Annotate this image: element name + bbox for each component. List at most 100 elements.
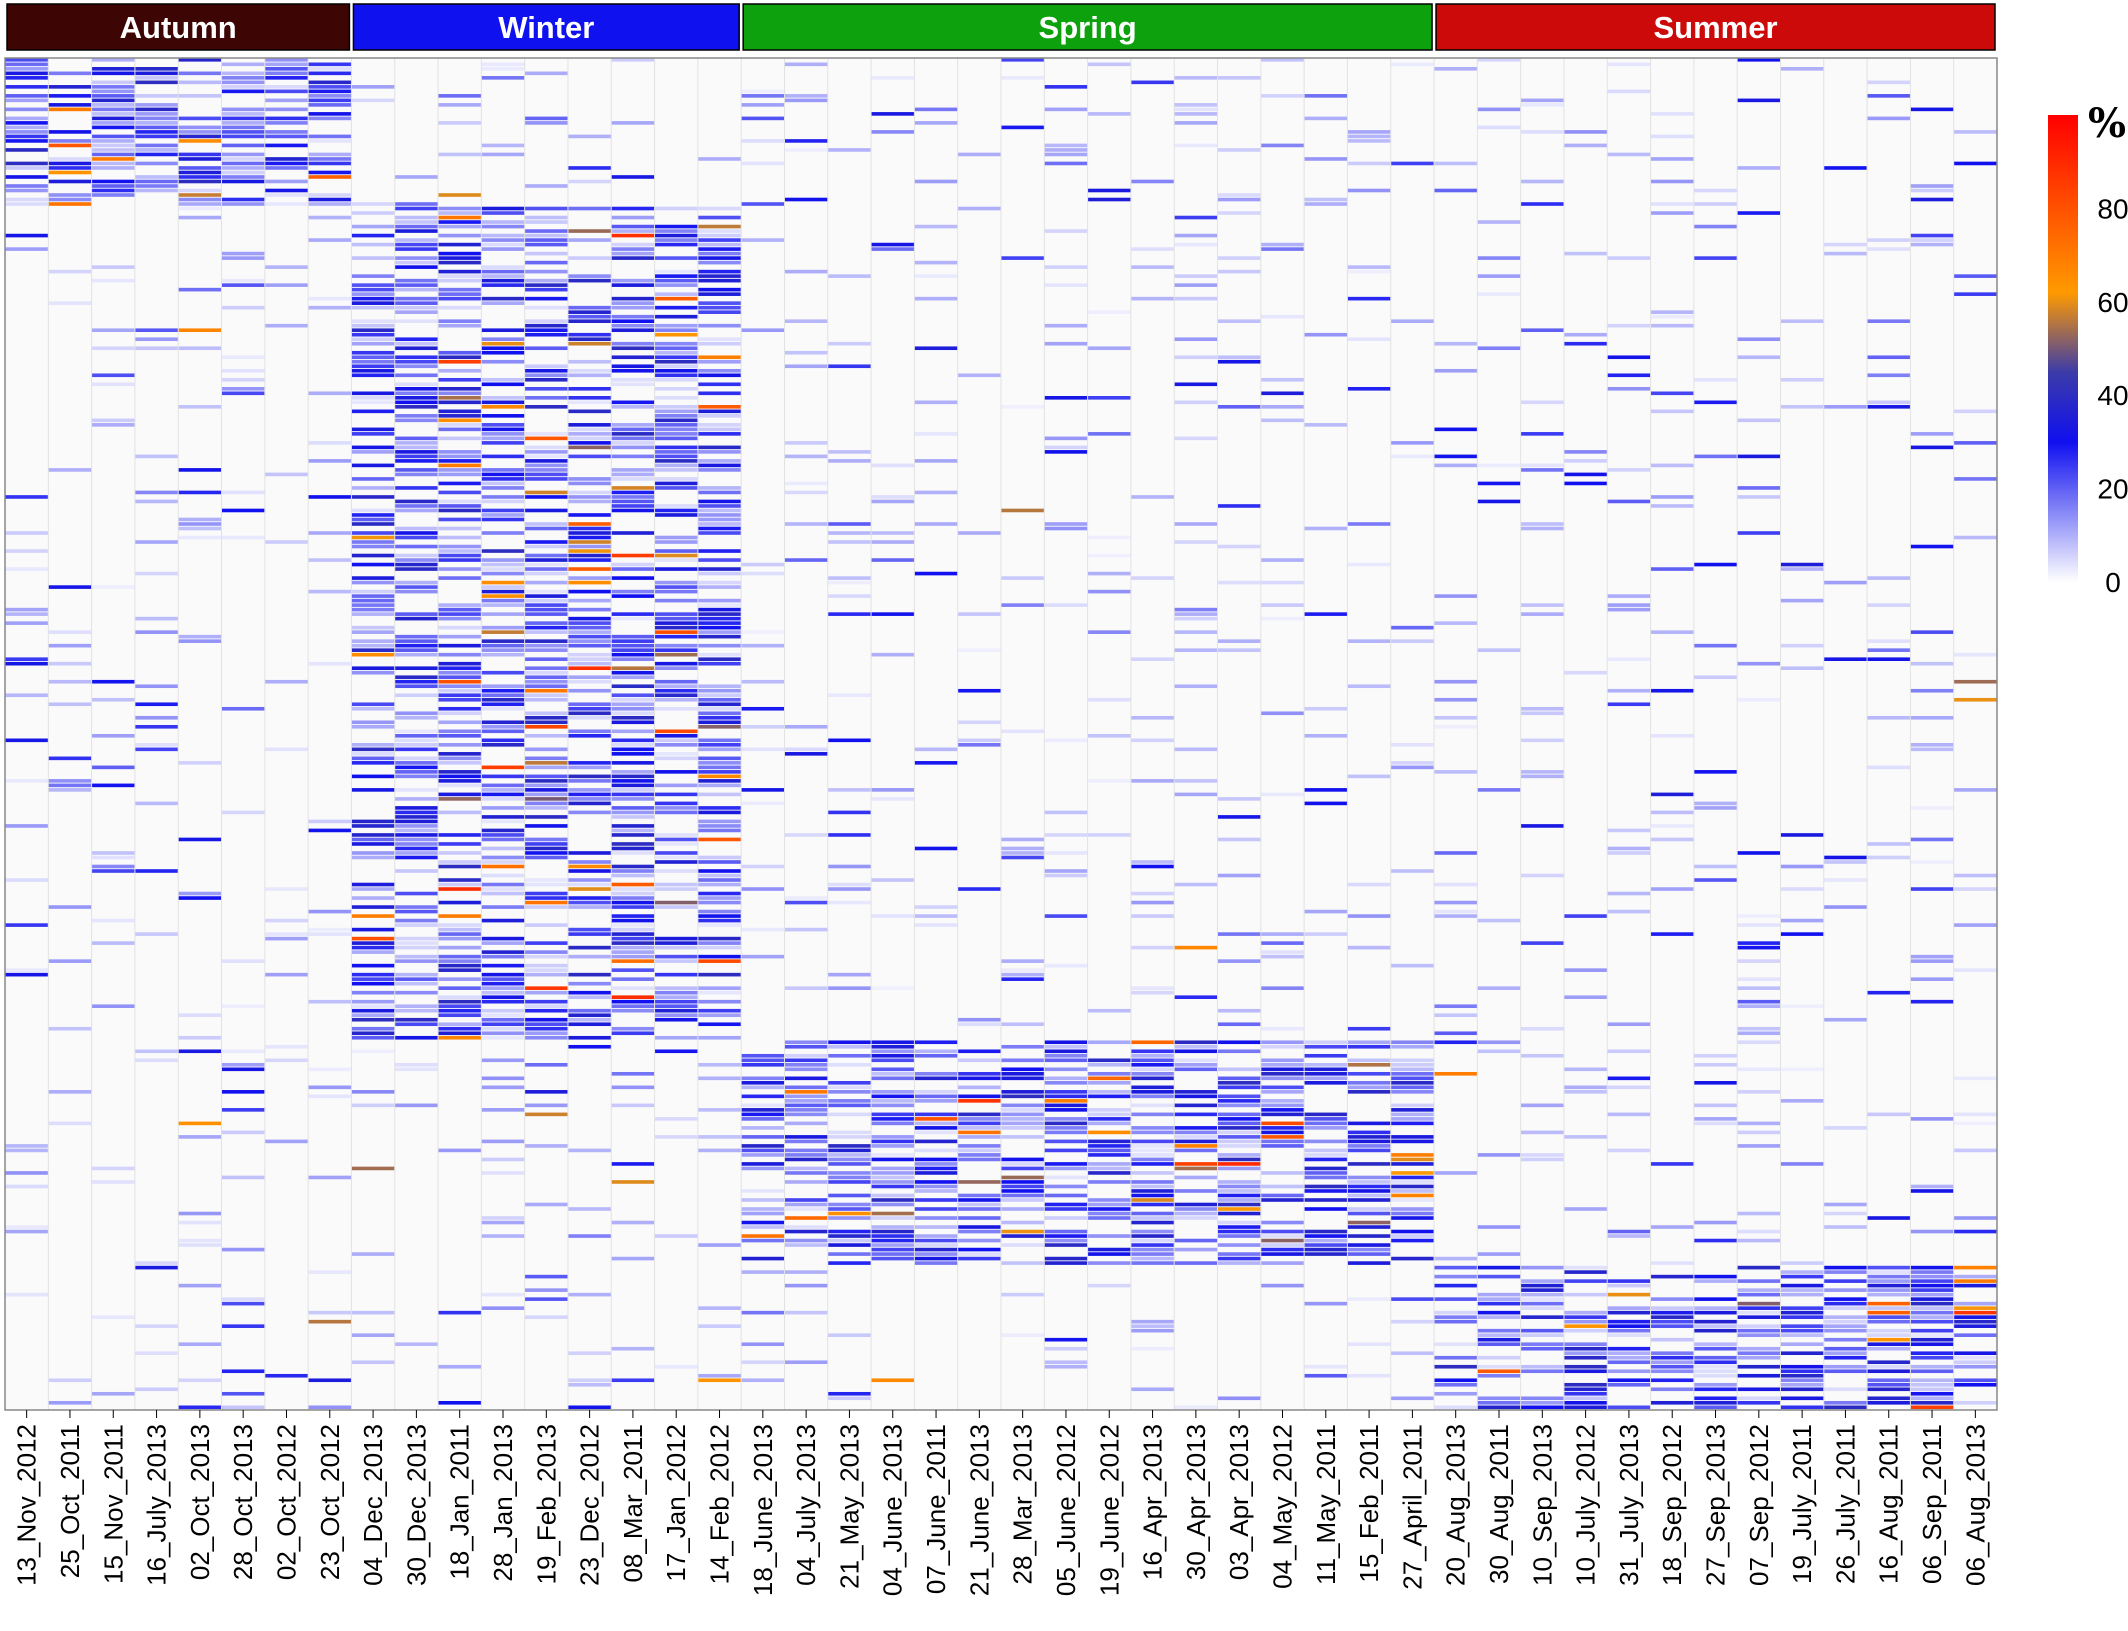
heatmap-cell [394, 220, 439, 224]
heatmap-cell [481, 224, 525, 229]
heatmap-cell [741, 1058, 785, 1063]
heatmap-cell [697, 409, 742, 414]
heatmap-cell [394, 265, 439, 269]
heatmap-cell [741, 1148, 785, 1153]
heatmap-cell [221, 143, 266, 148]
heatmap-cell [784, 1135, 829, 1139]
heatmap-cell [1867, 373, 1911, 378]
heatmap-cell [394, 585, 439, 589]
heatmap-cell [1693, 1328, 1738, 1333]
heatmap-cell [178, 94, 222, 98]
heatmap-cell [1780, 1324, 1825, 1328]
heatmap-cell [567, 386, 612, 391]
heatmap-cell [1130, 1319, 1175, 1324]
heatmap-cell [567, 639, 612, 643]
heatmap-cell [394, 301, 439, 305]
heatmap-cell [394, 643, 439, 648]
heatmap-cell [1910, 1292, 1954, 1297]
heatmap-cell [48, 143, 92, 148]
heatmap-cell [1304, 1238, 1348, 1243]
heatmap-cell [481, 242, 525, 247]
heatmap-cell [1087, 1008, 1132, 1013]
heatmap-cell [697, 607, 742, 612]
heatmap-cell [741, 1126, 785, 1130]
heatmap-cell [91, 71, 136, 76]
heatmap-cell [1304, 157, 1348, 161]
heatmap-cell [611, 423, 655, 427]
heatmap-cell [178, 405, 222, 409]
heatmap-cell [438, 995, 482, 999]
heatmap-cell [697, 1243, 742, 1247]
heatmap-cell [91, 89, 136, 94]
heatmap-cell [221, 179, 266, 184]
heatmap-cell [611, 761, 655, 765]
heatmap-cell [481, 562, 525, 567]
heatmap-cell [524, 1035, 569, 1040]
heatmap-cell [1304, 1184, 1348, 1189]
heatmap-cell [438, 103, 482, 107]
heatmap-cell [481, 837, 525, 842]
heatmap-cell [697, 558, 742, 562]
heatmap-cell [1087, 1040, 1132, 1045]
heatmap-cell [1217, 1049, 1262, 1054]
heatmap-cell [871, 463, 915, 468]
heatmap-cell [784, 1067, 829, 1072]
heatmap-cell [741, 724, 785, 729]
heatmap-cell [654, 990, 699, 995]
heatmap-cell [5, 148, 49, 152]
heatmap-cell [654, 936, 699, 941]
heatmap-cell [1867, 400, 1911, 405]
heatmap-cell [567, 589, 612, 594]
heatmap-cell [914, 1090, 958, 1094]
heatmap-cell [394, 905, 439, 909]
heatmap-cell [1217, 1225, 1262, 1229]
heatmap-cell [1780, 1099, 1825, 1103]
heatmap-cell [1217, 269, 1262, 274]
heatmap-cell [1001, 1184, 1045, 1189]
heatmap-cell [654, 666, 699, 671]
heatmap-cell [1953, 1306, 1998, 1310]
heatmap-cell [134, 1324, 179, 1328]
heatmap-cell [1390, 1108, 1435, 1112]
heatmap-cell [1347, 1261, 1392, 1265]
heatmap-cell [1910, 1396, 1954, 1401]
heatmap-cell [438, 377, 482, 382]
heatmap-cell [1217, 148, 1262, 152]
heatmap-cell [567, 580, 612, 585]
heatmap-cell [1823, 1387, 1868, 1392]
heatmap-cell [1001, 968, 1045, 972]
heatmap-cell [48, 679, 92, 684]
heatmap-cell [1780, 864, 1825, 869]
heatmap-cell [654, 679, 699, 684]
heatmap-cell [351, 1049, 396, 1054]
heatmap-cell [1867, 319, 1911, 323]
heatmap-cell [697, 242, 742, 247]
heatmap-cell [221, 1067, 266, 1072]
heatmap-cell [654, 341, 699, 346]
heatmap-cell [697, 224, 742, 229]
x-tick-label: 27_Sep_2013 [1701, 1424, 1731, 1586]
heatmap-cell [567, 490, 612, 495]
heatmap-cell [1434, 188, 1478, 193]
heatmap-cell [221, 278, 266, 283]
heatmap-cell [697, 824, 742, 828]
heatmap-cell [1304, 1229, 1348, 1234]
heatmap-cell [741, 89, 785, 94]
heatmap-cell [1563, 130, 1608, 134]
heatmap-cell [1693, 1405, 1738, 1410]
heatmap-cell [394, 833, 439, 837]
heatmap-cell [611, 887, 655, 891]
heatmap-cell [741, 643, 785, 648]
season-label-spring: Spring [1039, 10, 1137, 45]
heatmap-cell [611, 612, 655, 616]
heatmap-cell [1087, 1198, 1132, 1202]
heatmap-cell [221, 166, 266, 170]
heatmap-cell [308, 98, 352, 103]
heatmap-cell [1650, 179, 1695, 184]
heatmap-cell [697, 287, 742, 292]
heatmap-cell [91, 1180, 136, 1184]
heatmap-cell [91, 585, 136, 589]
heatmap-cell [308, 152, 352, 157]
heatmap-cell [1217, 1220, 1262, 1225]
heatmap-cell [178, 1121, 222, 1126]
